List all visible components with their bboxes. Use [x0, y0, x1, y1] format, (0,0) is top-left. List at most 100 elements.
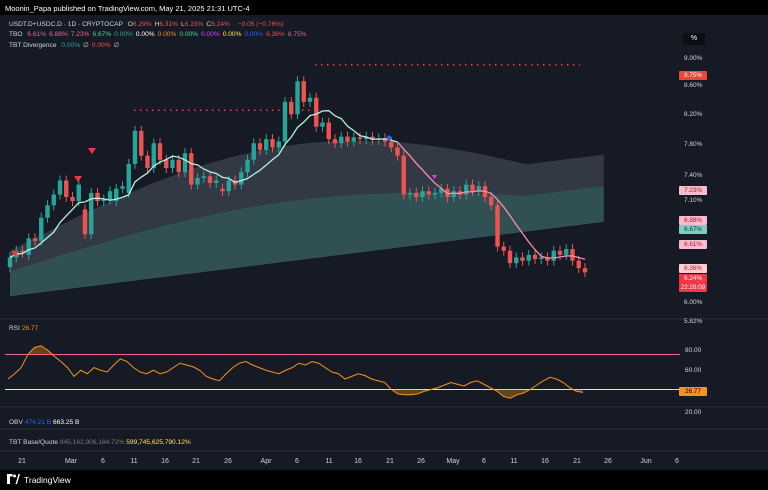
ohlc-label: H [154, 21, 160, 28]
rsi-legend[interactable]: RSI 26.77 [9, 325, 38, 332]
candle-body [107, 191, 113, 200]
price-tick-label: 8.60% [684, 82, 703, 89]
candle-body [276, 141, 281, 148]
candle-body [120, 186, 125, 189]
candle-body [307, 97, 313, 102]
candle-body [182, 153, 188, 173]
change-value: −0.05 (−0.76%) [237, 21, 284, 28]
price-tag: 6.67% [679, 225, 707, 234]
candle-body [351, 137, 356, 142]
tbt-value: 0.00% [91, 42, 111, 49]
tbo-value: 6.61% [27, 31, 47, 38]
price-tick-label: 9.00% [684, 55, 703, 62]
obv-name: OBV [9, 419, 23, 426]
time-tick-label: Mar [65, 458, 78, 465]
time-tick-label: 11 [130, 458, 137, 465]
time-tick-label: May [446, 458, 460, 465]
candle-body [570, 249, 575, 261]
candle-body [576, 260, 581, 269]
chart-area[interactable]: 21 Mar 6 11 16 21 26 Apr 6 11 16 21 26 May 6 11 16 21 26 Ju… [0, 15, 768, 470]
candle-body [189, 153, 194, 185]
price-tag: 6.88% [679, 216, 707, 225]
divergence-marker [386, 135, 392, 141]
candle-body [239, 172, 244, 185]
candle-body [145, 155, 150, 169]
publish-text: Moonin_Papa published on TradingView.com… [5, 4, 250, 13]
candle-body [495, 205, 500, 247]
price-tick-label: 7.80% [684, 141, 703, 148]
candle-body [526, 254, 531, 261]
candle-body [389, 141, 394, 148]
rsi-oversold-fill [510, 389, 517, 399]
rsi-oversold-fill [411, 389, 418, 395]
ohlc-value: 6.29% [132, 21, 152, 28]
ohlc-value: 6.31% [159, 21, 179, 28]
candle-body [314, 97, 319, 127]
ohlc-label: O [127, 21, 133, 28]
sell-signal-marker [74, 176, 82, 182]
price-layer [7, 63, 604, 297]
candle-body [51, 194, 56, 206]
obv-value-2: 663.25 B [53, 419, 80, 426]
candle-body [164, 159, 169, 169]
candle-body [470, 184, 475, 192]
rsi-oversold-fill [404, 389, 412, 395]
time-tick-label: 21 [18, 458, 26, 465]
rsi-overbought-fill [41, 345, 48, 355]
tbo-value: 6.67% [92, 31, 112, 38]
price-tag: 7.23% [679, 186, 707, 195]
candle-body [176, 159, 181, 173]
candle-body [101, 199, 106, 202]
obv-value-1: 474.21 B [24, 419, 52, 426]
price-tag: 6.61% [679, 240, 707, 249]
candle-body [257, 143, 263, 150]
time-tick-label: Apr [261, 458, 273, 465]
candle-body [564, 249, 569, 255]
time-tick-label: 26 [417, 458, 425, 465]
candle-body [420, 191, 425, 198]
tbo-legend[interactable]: TBO 6.61% 6.88% 7.23% 6.67% 0.00% 0.00% 0.00% 0… [9, 31, 313, 38]
candle-body [20, 250, 25, 253]
rsi-oversold-fill [516, 389, 524, 395]
candle-body [407, 192, 413, 195]
tbt-values: 0.00% ∅ 0.00% ∅ [61, 42, 122, 49]
candle-body [39, 217, 44, 241]
ohlc-label: C [206, 21, 212, 28]
chart-canvas[interactable]: 21 Mar 6 11 16 21 26 Apr 6 11 16 21 26 May 6 11 16 21 26 Ju… [0, 15, 768, 470]
tbo-value: 7.23% [70, 31, 90, 38]
ohlc-values: O6.29% H6.31% L6.23% C6.24% [128, 21, 233, 28]
candle-body [301, 81, 306, 102]
tbt-bq-legend[interactable]: TBT Base/Quote 845,162,906,184.72% 599,7… [9, 439, 191, 446]
obv-legend[interactable]: OBV 474.21 B 663.25 B [9, 419, 79, 426]
price-tag: 6.36% [679, 264, 707, 273]
price-tag: 8.75% [679, 71, 707, 80]
candle-body [7, 257, 13, 268]
candle-body [214, 180, 219, 183]
fast-ma-line-bull [9, 110, 398, 258]
candle-body [451, 191, 456, 198]
ohlc-label: L [181, 21, 185, 28]
rsi-oversold-fill [397, 389, 405, 395]
candle-body [357, 137, 363, 140]
price-tick-label: 5.82% [684, 318, 703, 325]
price-tag: 22:28:09 [679, 283, 707, 292]
candle-body [226, 180, 231, 192]
time-tick-label: 26 [604, 458, 612, 465]
brand-name: TradingView [24, 475, 71, 485]
tbo-value: 6.88% [49, 31, 68, 38]
candle-body [489, 197, 494, 206]
symbol-legend[interactable]: USDT.D+USDC.D · 1D · CRYPTOCAP O6.29% H6.… [9, 21, 286, 28]
candle-body [64, 180, 69, 198]
tbt-legend[interactable]: TBT Divergence 0.00% ∅ 0.00% ∅ [9, 41, 125, 49]
candle-body [382, 138, 388, 142]
rsi-tick-label: 60.00 [685, 367, 702, 374]
price-tick-label: 8.20% [684, 111, 703, 118]
percent-scale-button[interactable]: % [683, 33, 705, 45]
price-tick-label: 7.10% [684, 197, 703, 204]
price-tick-label: 7.40% [684, 172, 703, 179]
tbo-value: 0.00% [222, 31, 242, 38]
fast-ma-line-bear [397, 141, 586, 260]
tbo-value: 0.00% [135, 31, 155, 38]
candle-body [170, 159, 175, 169]
candle-body [76, 184, 81, 202]
